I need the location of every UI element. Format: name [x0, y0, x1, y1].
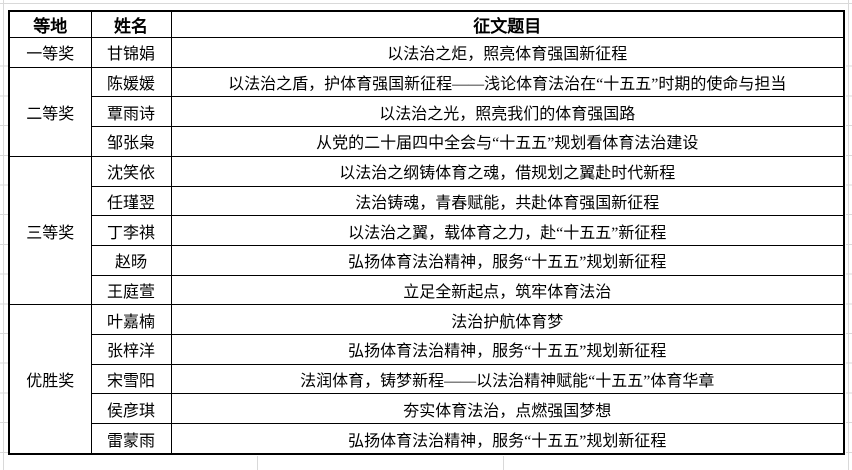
title-cell: 弘扬体育法治精神，服务“十五五”规划新征程: [170, 244, 845, 276]
table-row: 宋雪阳 法润体育，铸梦新程——以法治精神赋能“十五五”体育华章: [9, 363, 845, 395]
table-row: 邹张枭 从党的二十届四中全会与“十五五”规划看体育法治建设: [9, 126, 845, 157]
name-cell: 侯彦琪: [90, 393, 172, 425]
table-row: 丁李祺 以法治之翼，载体育之力，赴“十五五”新征程: [9, 215, 845, 246]
name-cell: 宋雪阳: [90, 363, 172, 395]
table-row: 二等奖 陈媛媛 以法治之盾，护体育强国新征程——浅论体育法治在“十五五”时期的使…: [8, 66, 845, 157]
name-cell: 雷蒙雨: [90, 423, 172, 455]
name-cell: 沈笑依: [90, 155, 172, 187]
title-cell: 从党的二十届四中全会与“十五五”规划看体育法治建设: [170, 126, 845, 157]
title-cell: 弘扬体育法治精神，服务“十五五”规划新征程: [170, 423, 845, 455]
award-cell-second-prize: 二等奖: [8, 66, 92, 157]
sheet-gridline-row-stubs-left: [0, 37, 8, 456]
column-header-name: 姓名: [90, 10, 172, 38]
title-cell: 以法治之纲铸体育之魂，借规划之翼赴时代新程: [170, 155, 845, 187]
sheet-gridline-bottom-col2: [503, 456, 504, 470]
name-cell: 陈媛媛: [90, 66, 172, 98]
table-row: 张梓洋 弘扬体育法治精神，服务“十五五”规划新征程: [9, 334, 845, 365]
award-cell-first-prize: 一等奖: [8, 37, 92, 68]
sheet-gridline-bottom-col1: [257, 456, 258, 470]
name-cell: 任瑾翌: [90, 185, 172, 217]
title-cell: 以法治之翼，载体育之力，赴“十五五”新征程: [170, 215, 845, 246]
name-cell: 丁李祺: [90, 215, 172, 246]
header-row: 等地 姓名 征文题目: [8, 10, 845, 38]
table-row: 覃雨诗 以法治之光，照亮我们的体育强国路: [9, 96, 845, 128]
name-cell: 张梓洋: [90, 334, 172, 365]
title-cell: 立足全新起点，筑牢体育法治: [170, 274, 845, 306]
table-row: 雷蒙雨 弘扬体育法治精神，服务“十五五”规划新征程: [9, 423, 845, 455]
name-cell: 赵旸: [90, 244, 172, 276]
table-row: 一等奖 甘锦娟 以法治之炬，照亮体育强国新征程: [8, 37, 845, 68]
sheet-gridline-row-stubs-right: [846, 37, 852, 456]
table-row: 三等奖 沈笑依 以法治之纲铸体育之魂，借规划之翼赴时代新程: [8, 155, 845, 306]
name-cell: 甘锦娟: [90, 37, 172, 68]
sheet-gridline-top: [0, 3, 852, 4]
award-cell-winner-prize: 优胜奖: [8, 304, 92, 455]
title-cell: 以法治之光，照亮我们的体育强国路: [170, 96, 845, 128]
title-cell: 法润体育，铸梦新程——以法治精神赋能“十五五”体育华章: [170, 363, 845, 395]
name-cell: 叶嘉楠: [90, 304, 172, 336]
name-cell: 覃雨诗: [90, 96, 172, 128]
title-cell: 夯实体育法治，点燃强国梦想: [170, 393, 845, 425]
table-row: 王庭萱 立足全新起点，筑牢体育法治: [9, 274, 845, 306]
name-cell: 王庭萱: [90, 274, 172, 306]
column-header-essay-title: 征文题目: [170, 10, 845, 38]
title-cell: 法治铸魂，青春赋能，共赴体育强国新征程: [170, 185, 845, 217]
title-cell: 法治护航体育梦: [170, 304, 845, 336]
title-cell: 以法治之盾，护体育强国新征程——浅论体育法治在“十五五”时期的使命与担当: [170, 66, 845, 98]
table-row: 优胜奖 叶嘉楠 法治护航体育梦: [8, 304, 845, 455]
table-row: 任瑾翌 法治铸魂，青春赋能，共赴体育强国新征程: [9, 185, 845, 217]
name-cell: 邹张枭: [90, 126, 172, 157]
award-cell-third-prize: 三等奖: [8, 155, 92, 306]
title-cell: 以法治之炬，照亮体育强国新征程: [170, 37, 845, 68]
table-row: 侯彦琪 夯实体育法治，点燃强国梦想: [9, 393, 845, 425]
table-row: 赵旸 弘扬体育法治精神，服务“十五五”规划新征程: [9, 244, 845, 276]
title-cell: 弘扬体育法治精神，服务“十五五”规划新征程: [170, 334, 845, 365]
column-header-award: 等地: [8, 10, 92, 38]
essay-award-table: 等地 姓名 征文题目 一等奖 甘锦娟 以法治之炬，照亮体育强国新征程 二等奖 陈…: [8, 10, 845, 455]
